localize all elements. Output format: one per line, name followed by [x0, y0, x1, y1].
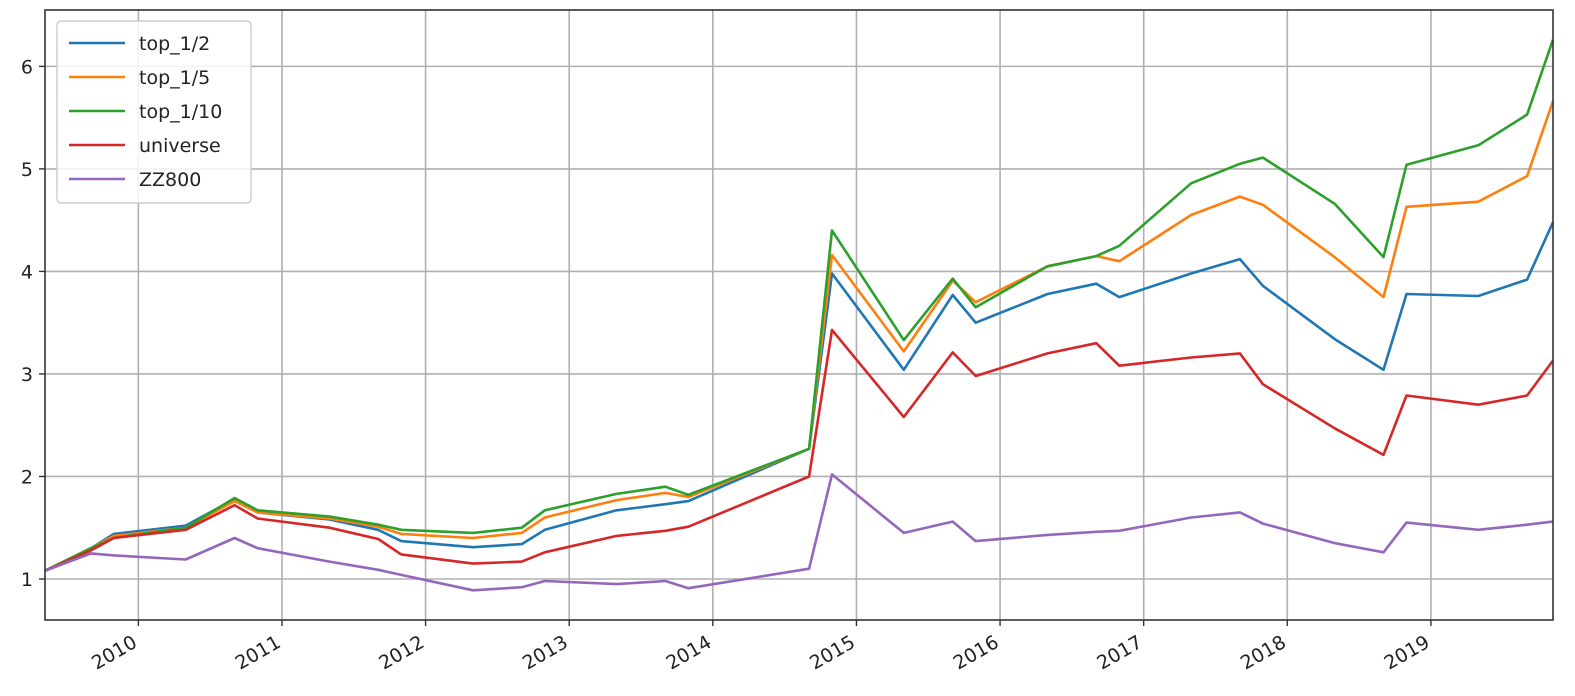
x-tick-label-2013: 2013	[519, 631, 572, 674]
x-tick-label-2014: 2014	[662, 631, 715, 674]
series-line-zz800	[44, 473, 1554, 592]
x-tick-label-2016: 2016	[950, 631, 1003, 674]
legend-box	[56, 20, 252, 204]
y-tick-label-6: 6	[21, 56, 33, 78]
series-line-universe	[44, 328, 1555, 572]
x-tick-label-2015: 2015	[806, 631, 859, 674]
plot-frame	[44, 9, 1554, 621]
x-tick-label-2011: 2011	[232, 631, 285, 674]
y-tick-label-3: 3	[21, 364, 33, 386]
x-tick-label-2018: 2018	[1237, 631, 1290, 674]
legend-label-top-1-2: top_1/2	[139, 33, 210, 55]
series-lines	[44, 39, 1555, 592]
legend-label-zz800: ZZ800	[139, 169, 201, 191]
x-tick-label-2012: 2012	[375, 631, 428, 674]
y-axis: 1 2 3 4 5 6	[21, 56, 45, 591]
legend: top_1/2 top_1/5 top_1/10 universe ZZ800	[56, 20, 252, 204]
x-tick-label-2010: 2010	[88, 631, 141, 674]
legend-label-universe: universe	[139, 135, 221, 157]
x-axis: 2010 2011 2012 2013 2014 2015 2016 2017 2018 2019	[88, 620, 1433, 675]
legend-label-top-1-10: top_1/10	[139, 101, 222, 123]
x-tick-label-2017: 2017	[1093, 631, 1146, 674]
series-line-top-1-2	[44, 221, 1555, 572]
y-tick-label-1: 1	[21, 569, 33, 591]
y-tick-label-5: 5	[21, 159, 33, 181]
series-line-top-1-10	[44, 39, 1555, 572]
y-tick-label-2: 2	[21, 466, 33, 488]
x-tick-label-2019: 2019	[1381, 631, 1434, 674]
legend-label-top-1-5: top_1/5	[139, 67, 210, 89]
series-line-top-1-5	[44, 100, 1555, 572]
y-tick-label-4: 4	[21, 261, 33, 283]
grid	[45, 10, 1553, 620]
